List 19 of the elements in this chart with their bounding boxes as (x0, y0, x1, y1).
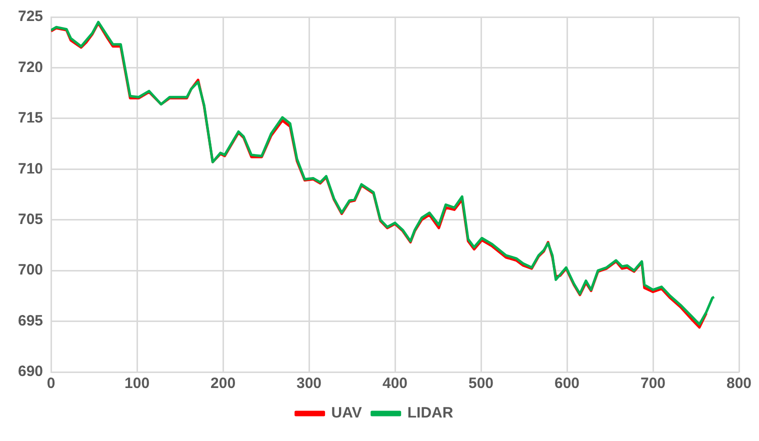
y-tick-label: 720 (18, 58, 44, 76)
y-tick-label: 710 (18, 160, 44, 178)
y-tick-label: 690 (18, 363, 44, 380)
y-tick-label: 715 (18, 110, 44, 127)
x-tick-label: 200 (210, 375, 236, 392)
x-tick-label: 100 (124, 375, 150, 392)
legend-label: UAV (331, 404, 362, 422)
y-tick-label: 705 (18, 211, 44, 228)
x-tick-label: 400 (382, 375, 408, 392)
x-tick-label: 500 (468, 375, 494, 392)
x-tick-label: 800 (726, 375, 752, 392)
y-tick-label: 700 (18, 262, 44, 279)
legend-label: LIDAR (407, 404, 454, 422)
x-tick-label: 300 (296, 375, 322, 392)
y-tick-label: 695 (18, 312, 44, 330)
x-tick-label: 0 (46, 375, 56, 392)
y-tick-label: 725 (18, 8, 44, 26)
x-tick-label: 700 (640, 375, 666, 392)
x-tick-label: 600 (554, 375, 580, 392)
